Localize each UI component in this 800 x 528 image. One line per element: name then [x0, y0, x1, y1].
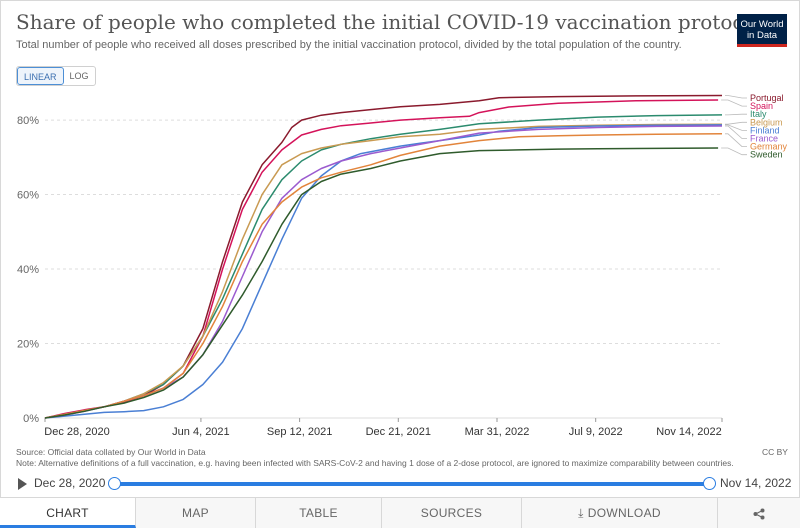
y-tick-label: 60% — [17, 190, 39, 202]
legend-label-belgium: Belgium — [750, 117, 783, 127]
legend-connector — [725, 113, 747, 116]
scale-toggle: LINEAR LOG — [16, 66, 96, 86]
log-scale-button[interactable]: LOG — [69, 71, 89, 81]
tab-sources[interactable]: SOURCES — [382, 498, 522, 528]
line-chart: 0% 20% 40% 60% 80% Dec 28, 2020 Jun 4, 2021 Sep… — [17, 93, 788, 438]
timeline-end-label: Nov 14, 2022 — [720, 476, 792, 490]
x-tick-label: Jul 9, 2022 — [569, 426, 623, 438]
y-tick-label: 80% — [17, 115, 39, 127]
series-line-finland — [44, 124, 723, 419]
series-line-sweden — [44, 147, 719, 419]
x-tick-label: Nov 14, 2022 — [656, 426, 721, 438]
legend-label-germany: Germany — [750, 142, 788, 152]
series-line-portugal — [44, 94, 723, 419]
series-line-germany — [44, 133, 723, 419]
legend-connector — [725, 95, 747, 99]
y-tick-label: 0% — [23, 413, 39, 425]
linear-scale-button[interactable]: LINEAR — [17, 67, 64, 85]
series-line-belgium — [44, 123, 723, 419]
note-text: Note: Alternative definitions of a full … — [16, 458, 734, 468]
download-icon: ⤓ — [578, 506, 584, 520]
legend-label-sweden: Sweden — [750, 150, 783, 160]
tab-chart[interactable]: CHART — [0, 498, 136, 528]
download-label: DOWNLOAD — [587, 506, 661, 520]
x-tick-label: Mar 31, 2022 — [465, 426, 530, 438]
logo-line-1: Our World — [740, 19, 784, 30]
legend-connector — [725, 133, 747, 148]
logo-line-2: in Data — [746, 30, 778, 41]
legend-label-spain: Spain — [750, 101, 773, 111]
legend-connector — [721, 99, 747, 107]
series-line-spain — [44, 99, 719, 419]
x-tick-label: Dec 28, 2020 — [44, 426, 109, 438]
tab-share[interactable] — [718, 498, 800, 528]
tab-download[interactable]: ⤓ DOWNLOAD — [522, 498, 718, 528]
timeline-start-handle[interactable] — [108, 477, 121, 490]
source-note: Source: Official data collated by Our Wo… — [16, 447, 776, 469]
tab-bar: CHART MAP TABLE SOURCES ⤓ DOWNLOAD — [0, 497, 800, 528]
chart-title: Share of people who completed the initia… — [16, 10, 763, 34]
play-icon[interactable] — [18, 478, 27, 490]
y-tick-label: 20% — [17, 339, 39, 351]
legend-connector — [721, 147, 747, 156]
tab-map[interactable]: MAP — [136, 498, 256, 528]
x-tick-label: Jun 4, 2021 — [172, 426, 230, 438]
legend-label-finland: Finland — [750, 125, 780, 135]
series-line-france — [44, 125, 723, 419]
y-tick-label: 40% — [17, 264, 39, 276]
legend-connector — [725, 121, 747, 125]
legend-label-france: France — [750, 134, 778, 144]
timeline-end-handle[interactable] — [703, 477, 716, 490]
x-tick-label: Sep 12, 2021 — [267, 426, 332, 438]
share-icon — [753, 508, 765, 520]
chart-subtitle: Total number of people who received all … — [16, 39, 682, 51]
legend-label-portugal: Portugal — [750, 93, 784, 103]
source-text: Source: Official data collated by Our Wo… — [16, 447, 206, 457]
timeline-track[interactable] — [114, 482, 710, 486]
timeline-start-label: Dec 28, 2020 — [34, 476, 106, 490]
owid-logo[interactable]: Our World in Data — [737, 14, 787, 47]
x-tick-label: Dec 21, 2021 — [366, 426, 431, 438]
legend-connector — [725, 124, 747, 131]
tab-table[interactable]: TABLE — [256, 498, 382, 528]
legend-label-italy: Italy — [750, 109, 767, 119]
license-link[interactable]: CC BY — [762, 447, 788, 457]
legend-connector — [725, 125, 747, 139]
